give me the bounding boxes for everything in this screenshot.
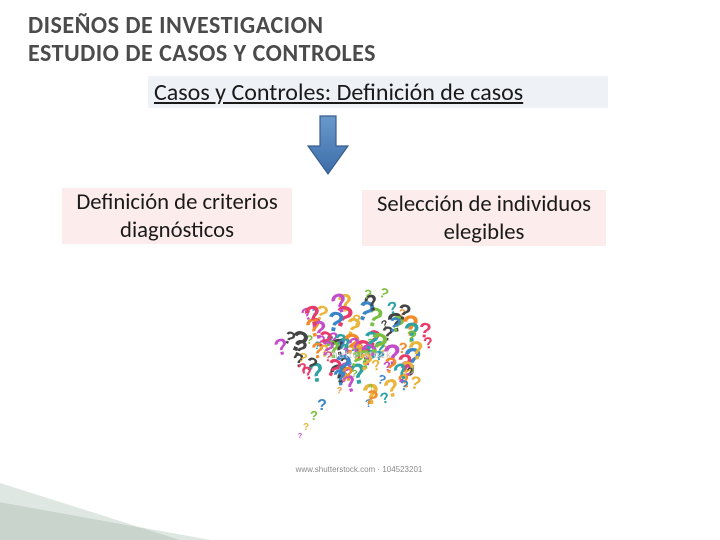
box-criteria-line1: Definición de criterios xyxy=(76,188,277,216)
svg-text:?: ? xyxy=(317,397,327,414)
image-caption: www.shutterstock.com · 104523201 xyxy=(244,465,474,474)
image-watermark: shutterstock xyxy=(244,350,474,361)
box-criteria: Definición de criterios diagnósticos xyxy=(62,188,292,244)
svg-text:?: ? xyxy=(303,422,309,433)
down-arrow-icon xyxy=(306,114,350,176)
svg-text:?: ? xyxy=(405,327,417,347)
box-selection: Selección de individuos elegibles xyxy=(362,190,606,246)
title-line-1: DISEÑOS DE INVESTIGACION xyxy=(28,12,376,40)
title-line-2: ESTUDIO DE CASOS Y CONTROLES xyxy=(28,40,376,68)
corner-accent xyxy=(0,480,230,540)
subtitle-text: Casos y Controles: Definición de casos xyxy=(154,78,523,107)
box-selection-line2: elegibles xyxy=(444,218,525,246)
svg-text:?: ? xyxy=(352,312,362,329)
svg-text:?: ? xyxy=(310,408,318,423)
box-selection-line1: Selección de individuos xyxy=(377,190,591,218)
slide-title: DISEÑOS DE INVESTIGACION ESTUDIO DE CASO… xyxy=(28,12,376,69)
subtitle-box: Casos y Controles: Definición de casos xyxy=(148,76,608,108)
box-criteria-line2: diagnósticos xyxy=(120,216,234,244)
question-marks-speech-bubble-image: ????????????????????????????????????????… xyxy=(244,260,474,480)
svg-text:?: ? xyxy=(298,433,302,440)
